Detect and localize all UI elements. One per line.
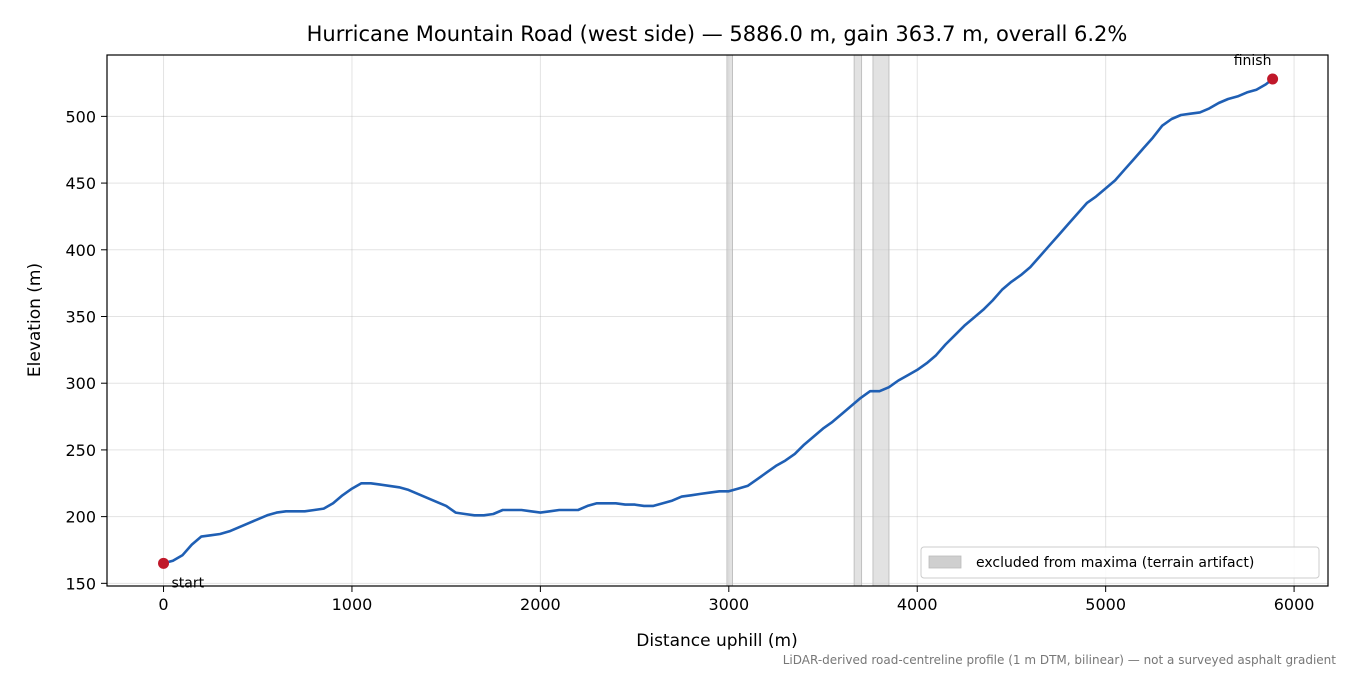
x-axis-ticks: 0 1000 2000 3000 4000 5000 6000 xyxy=(158,586,1314,614)
x-tick-label: 4000 xyxy=(897,595,938,614)
y-tick-label: 300 xyxy=(65,374,96,393)
excluded-bands xyxy=(726,54,890,587)
y-tick-label: 450 xyxy=(65,174,96,193)
start-label: start xyxy=(172,575,205,591)
excluded-band xyxy=(853,54,863,587)
y-axis-ticks: 150 200 250 300 350 400 450 500 xyxy=(65,107,107,593)
plot-frame xyxy=(106,54,1329,587)
legend-band-label: excluded from maxima (terrain artifact) xyxy=(976,555,1254,571)
finish-label: finish xyxy=(1234,53,1272,69)
excluded-band xyxy=(726,54,733,587)
x-tick-label: 3000 xyxy=(708,595,749,614)
y-tick-label: 500 xyxy=(65,107,96,126)
y-axis-label: Elevation (m) xyxy=(25,263,45,377)
y-tick-label: 400 xyxy=(65,241,96,260)
legend: excluded from maxima (terrain artifact) xyxy=(920,546,1320,579)
elevation-profile-line xyxy=(163,77,1274,565)
start-marker xyxy=(158,557,170,569)
endpoint-markers: start finish xyxy=(158,53,1279,591)
x-tick-label: 6000 xyxy=(1274,595,1315,614)
y-tick-label: 350 xyxy=(65,307,96,326)
footnote: LiDAR-derived road-centreline profile (1… xyxy=(783,653,1337,667)
x-tick-label: 0 xyxy=(158,595,168,614)
legend-band-swatch xyxy=(928,555,962,569)
excluded-band xyxy=(872,54,890,587)
grid xyxy=(107,55,1328,586)
legend-box xyxy=(920,546,1320,579)
y-tick-label: 150 xyxy=(65,574,96,593)
x-tick-label: 5000 xyxy=(1085,595,1126,614)
y-tick-label: 250 xyxy=(65,441,96,460)
finish-marker xyxy=(1267,73,1279,85)
y-tick-label: 200 xyxy=(65,508,96,527)
x-tick-label: 1000 xyxy=(332,595,373,614)
chart-title: Hurricane Mountain Road (west side) — 58… xyxy=(307,22,1128,46)
x-tick-label: 2000 xyxy=(520,595,561,614)
x-axis-label: Distance uphill (m) xyxy=(636,631,797,651)
